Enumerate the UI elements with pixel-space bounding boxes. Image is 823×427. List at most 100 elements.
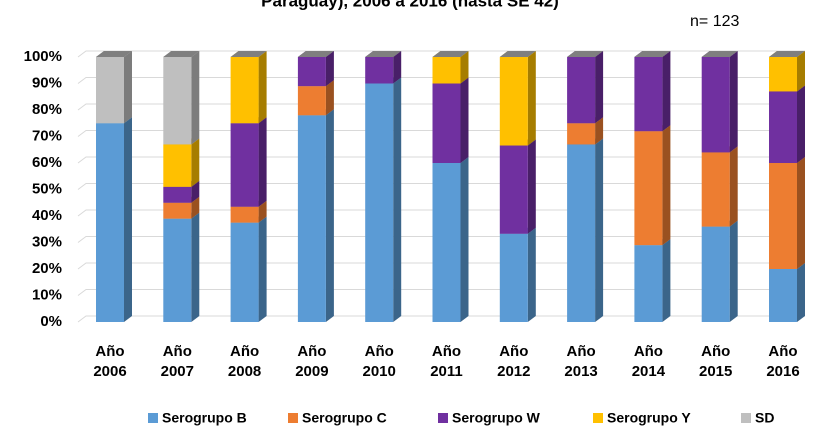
x-tick-line: Año [297,343,326,360]
bar [96,123,124,322]
x-tick-line: Año [701,343,730,360]
y-tick-label: 0% [40,313,62,330]
bar [769,91,797,163]
bar-side [191,138,200,187]
bar-side [797,85,805,163]
bar-side [191,180,200,203]
bar-cap [96,51,132,57]
bar-side [797,51,805,92]
y-tick-label: 20% [32,260,62,277]
bar [634,57,663,132]
x-tick-line: 2006 [93,363,126,380]
legend-swatch [288,413,298,423]
bar-side [595,51,604,124]
bar [432,83,461,163]
grid-line [77,183,805,190]
legend-swatch [438,413,448,423]
bar-side [191,212,200,322]
bar [432,163,461,322]
bar-side [662,51,671,132]
y-tick-label: 70% [32,127,62,144]
grid-line [77,236,805,243]
x-tick-label: Año 2013 [564,343,597,380]
bar-side [393,77,402,322]
bar [769,269,797,322]
bar [701,226,730,322]
y-tick-label: 10% [32,286,62,303]
x-tick-line: Año [230,343,259,360]
bar [499,145,528,234]
bar [297,115,326,322]
x-tick-label: Año 2010 [363,343,396,380]
x-tick-label: Año 2012 [497,343,530,380]
legend-label: Serogrupo W [452,410,541,426]
bar-side [797,263,805,322]
grid-line [77,50,805,58]
bar-side [527,139,536,234]
legend-swatch [593,413,603,423]
bar-cap [230,51,267,57]
grid-line [77,209,805,217]
bar [163,218,192,322]
x-tick-label: Año 2009 [295,343,328,380]
annotation: n= 123 [690,13,739,30]
bar-cap [769,51,805,57]
bar [230,222,259,322]
x-tick-label: Año 2015 [699,343,732,380]
x-tick-label: Año 2007 [161,343,194,380]
bar-side [662,125,671,246]
x-tick-line: 2015 [699,363,732,380]
bar-side [460,77,469,163]
x-tick-line: Año [163,343,192,360]
bar [163,57,192,145]
bar-side [729,51,738,153]
grid-line [77,156,805,164]
bar [365,57,394,84]
bar [769,163,797,269]
bar [499,57,528,146]
bar-side [729,146,738,227]
grid-line [77,77,805,84]
x-tick-line: Año [768,343,797,360]
bar-cap [432,51,469,57]
bar [230,57,259,124]
bar-side [595,117,604,145]
bar-cap [163,51,200,57]
bar-side [258,200,267,223]
x-tick-line: Año [499,343,528,360]
bar [499,233,528,322]
y-tick-label: 80% [32,101,62,118]
x-tick-label: Año 2016 [766,343,799,380]
bar-side [258,51,267,124]
grid-line [77,289,805,296]
bar [701,152,730,227]
bar-side [595,138,604,322]
bar-side [460,157,469,322]
chart-title: Paraguay), 2006 a 2016 (hasta SE 42) [261,0,559,10]
bar [365,83,394,322]
bar-side [325,80,334,116]
bar-cap [567,51,604,57]
x-tick-label: Año 2011 [430,343,463,380]
legend-label: Serogrupo B [162,410,247,426]
bar-side [527,51,536,146]
x-tick-line: 2007 [161,363,194,380]
grid-line [77,262,805,270]
bar-side [124,51,132,124]
x-tick-line: Año [634,343,663,360]
bar [163,202,192,219]
bar [769,57,797,92]
grid-line [77,103,805,111]
bar-side [325,51,334,87]
bar-side [191,51,200,145]
bar-side [460,51,469,84]
x-tick-line: 2016 [766,363,799,380]
y-tick-label: 100% [24,48,62,65]
bar-side [258,117,267,207]
bar-cap [634,51,671,57]
legend-swatch [741,413,751,423]
bar [297,86,326,116]
x-tick-label: Año 2008 [228,343,261,380]
